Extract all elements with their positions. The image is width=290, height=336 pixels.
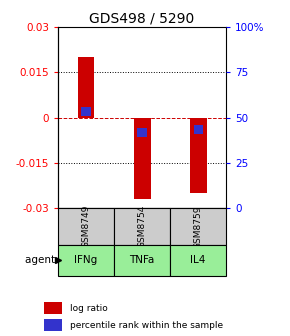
Text: percentile rank within the sample: percentile rank within the sample <box>70 321 223 330</box>
Bar <box>78 57 95 118</box>
Text: log ratio: log ratio <box>70 304 107 313</box>
Bar <box>170 245 226 276</box>
Bar <box>114 245 170 276</box>
Title: GDS498 / 5290: GDS498 / 5290 <box>90 12 195 26</box>
Text: GSM8749: GSM8749 <box>81 205 90 249</box>
Text: TNFa: TNFa <box>129 255 155 265</box>
Text: IFNg: IFNg <box>75 255 98 265</box>
Bar <box>114 208 170 245</box>
Bar <box>44 302 62 314</box>
Bar <box>134 118 151 199</box>
Text: agent: agent <box>25 255 58 265</box>
Text: GSM8759: GSM8759 <box>194 205 203 249</box>
Bar <box>190 118 206 193</box>
Bar <box>170 208 226 245</box>
Bar <box>58 208 114 245</box>
Bar <box>81 107 91 116</box>
Bar <box>44 319 62 331</box>
Bar <box>58 245 114 276</box>
Text: IL4: IL4 <box>191 255 206 265</box>
Text: GSM8754: GSM8754 <box>137 205 147 249</box>
Bar <box>137 128 147 137</box>
Bar <box>193 125 203 134</box>
